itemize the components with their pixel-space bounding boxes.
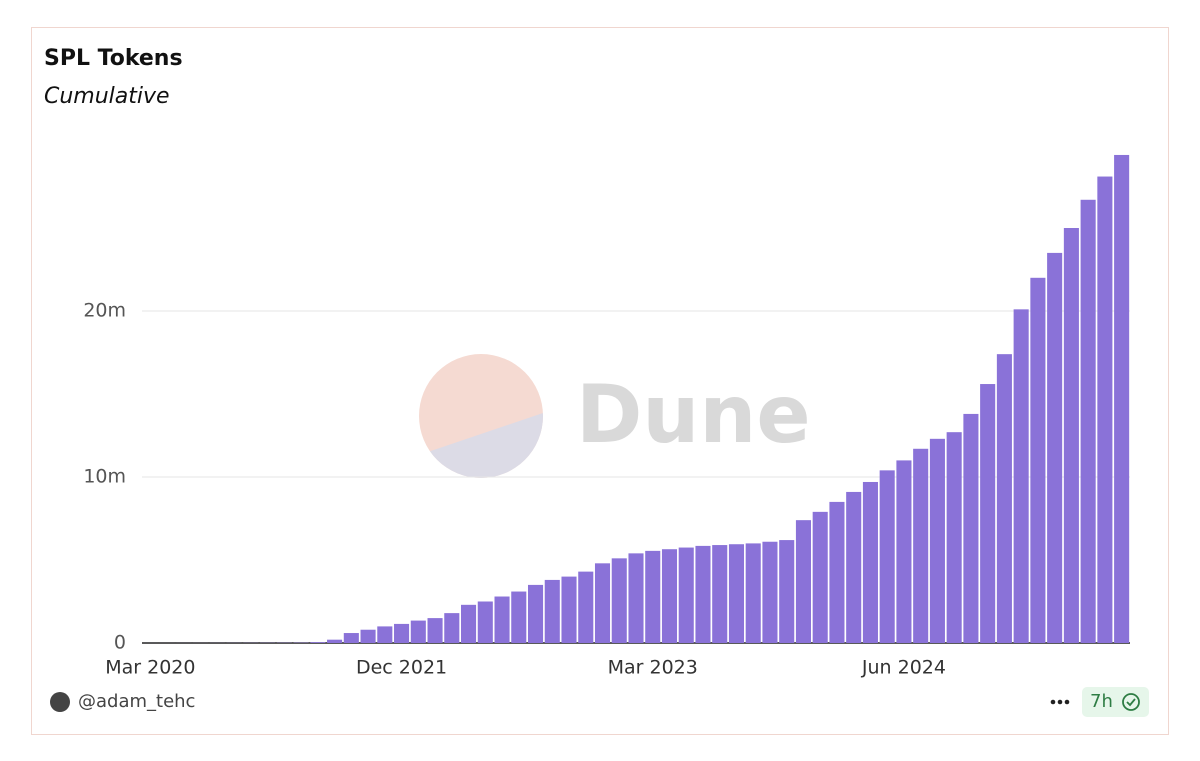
bar: [327, 639, 343, 643]
y-tick-label: 20m: [83, 300, 126, 322]
bar: [812, 511, 828, 643]
bar: [728, 544, 745, 643]
more-menu[interactable]: [1050, 699, 1070, 705]
age: 7h: [1090, 691, 1113, 712]
bar: [544, 579, 560, 643]
bar: [1063, 228, 1079, 643]
bar: [913, 448, 929, 643]
bar: [377, 626, 393, 643]
bar: [980, 384, 996, 643]
bar: [996, 354, 1012, 643]
x-tick-label: Jun 2024: [861, 657, 946, 679]
bar: [578, 571, 594, 643]
bar: [795, 520, 811, 643]
bar: [678, 547, 694, 643]
bar: [862, 481, 878, 643]
bar: [963, 413, 979, 643]
bar: [879, 470, 895, 643]
x-tick-label: Dec 2021: [356, 657, 447, 679]
y-tick-label: 10m: [83, 466, 126, 488]
bar: [829, 501, 845, 643]
bar: [394, 623, 410, 643]
avatar[interactable]: [50, 692, 70, 712]
bar: [1030, 277, 1046, 643]
bar: [360, 629, 376, 643]
author[interactable]: @adam_tehc: [78, 691, 195, 712]
bar: [695, 545, 711, 643]
bar: [594, 563, 611, 643]
bar: [1047, 252, 1063, 643]
bar: [929, 438, 945, 643]
bar: [410, 620, 426, 643]
bar: [762, 541, 778, 643]
chart-subtitle: Cumulative: [44, 84, 170, 109]
bar: [661, 549, 678, 643]
bar: [477, 601, 493, 643]
bar: [310, 642, 326, 643]
check-icon: [1122, 693, 1140, 711]
bar: [645, 550, 661, 643]
watermark-text: Dune: [576, 368, 811, 461]
bar: [712, 545, 728, 643]
bar: [1114, 154, 1130, 643]
y-tick-label: 0: [114, 632, 126, 654]
bar: [1097, 176, 1113, 644]
bar: [846, 491, 862, 643]
watermark: Dune: [419, 354, 811, 478]
bar: [628, 553, 644, 643]
bar: [494, 596, 510, 643]
check-mark: [1126, 698, 1136, 707]
bar: [561, 576, 577, 643]
bar: [1080, 199, 1096, 643]
bar: [946, 432, 962, 643]
footer: @adam_tehc 7h: [50, 687, 1149, 717]
watermark-bottom: [419, 413, 543, 478]
bar: [461, 604, 477, 643]
bar: [611, 558, 627, 643]
x-tick-label: Mar 2020: [105, 657, 195, 679]
bar: [896, 460, 912, 643]
bar: [427, 618, 443, 643]
bar: [1013, 309, 1029, 643]
bar: [444, 613, 460, 643]
bar: [779, 540, 795, 643]
chart-title: SPL Tokens: [44, 46, 183, 71]
bar: [343, 633, 359, 643]
x-tick-label: Mar 2023: [608, 657, 698, 679]
bar: [527, 584, 544, 643]
bar: [511, 591, 527, 643]
bar: [745, 543, 761, 643]
